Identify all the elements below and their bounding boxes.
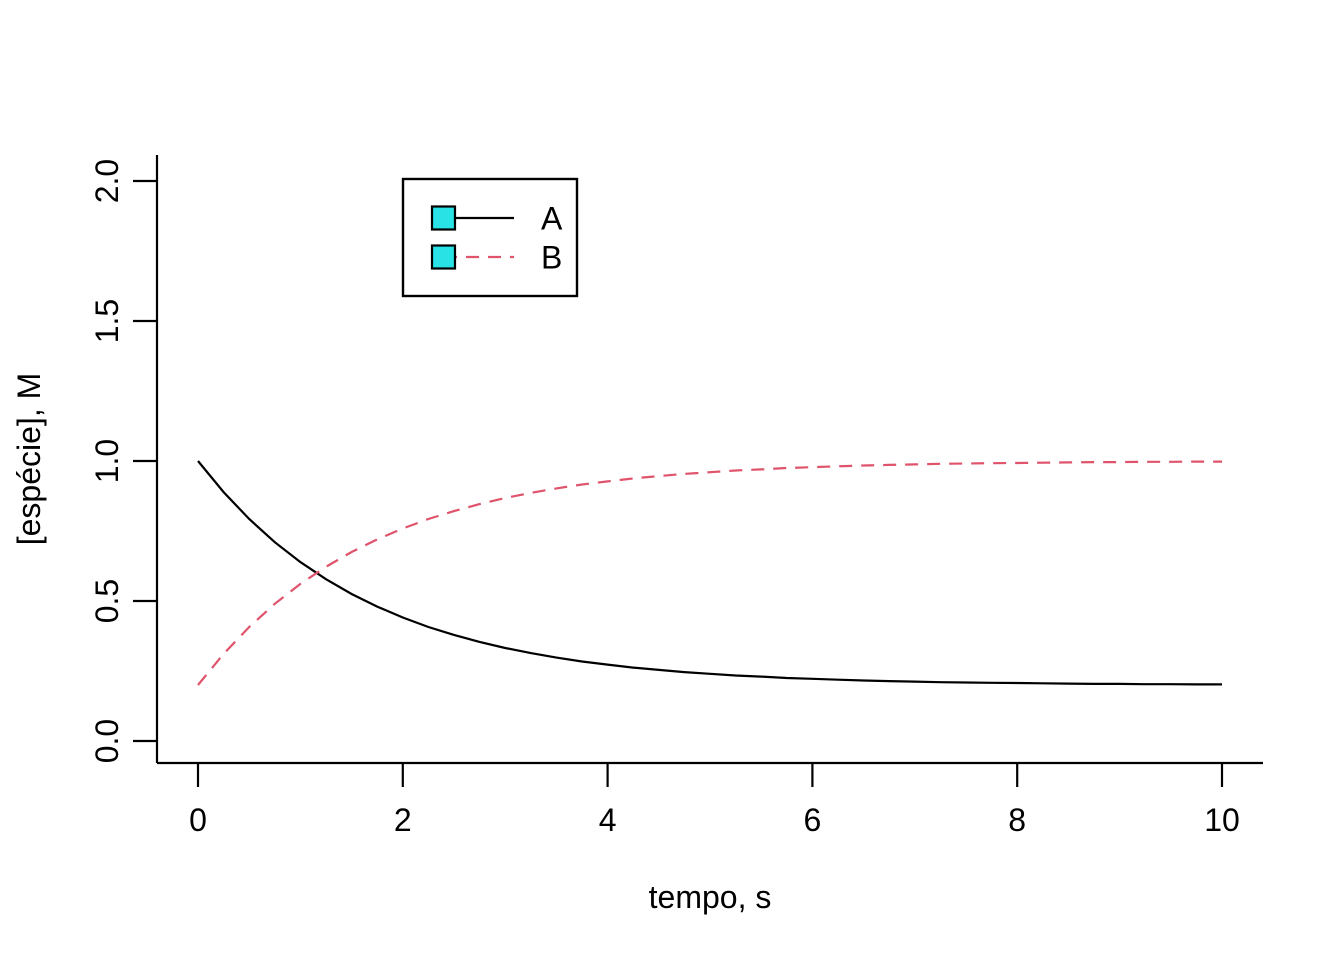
- legend-square-marker-a: [430, 205, 457, 231]
- legend-square-marker-b: [430, 244, 457, 270]
- x-tick-label: 8: [1008, 802, 1026, 838]
- series-line-a: [197, 460, 1222, 686]
- y-tick-label: 0.5: [89, 579, 125, 623]
- x-tick-label: 4: [599, 802, 617, 838]
- y-tick-label: 1.5: [89, 299, 125, 343]
- x-tick-label: 2: [394, 802, 412, 838]
- legend-box: [401, 177, 579, 298]
- x-axis-label: tempo, s: [649, 879, 772, 915]
- axes: 0 2 4 6 8 10 0.0 0.5 1.0 1.5 2.0: [89, 155, 1263, 838]
- y-tick-label: 2.0: [89, 159, 125, 203]
- x-tick-label: 0: [189, 802, 207, 838]
- series-line-b: [197, 460, 1222, 686]
- y-tick-label: 0.0: [89, 719, 125, 763]
- legend: AB: [401, 177, 579, 298]
- x-tick-label: 10: [1204, 802, 1240, 838]
- series-lines: [197, 460, 1222, 686]
- y-axis-label: [espécie], M: [11, 373, 47, 546]
- legend-label-a: A: [541, 201, 563, 237]
- legend-label-b: B: [541, 240, 562, 276]
- x-tick-label: 6: [804, 802, 822, 838]
- y-tick-label: 1.0: [89, 439, 125, 483]
